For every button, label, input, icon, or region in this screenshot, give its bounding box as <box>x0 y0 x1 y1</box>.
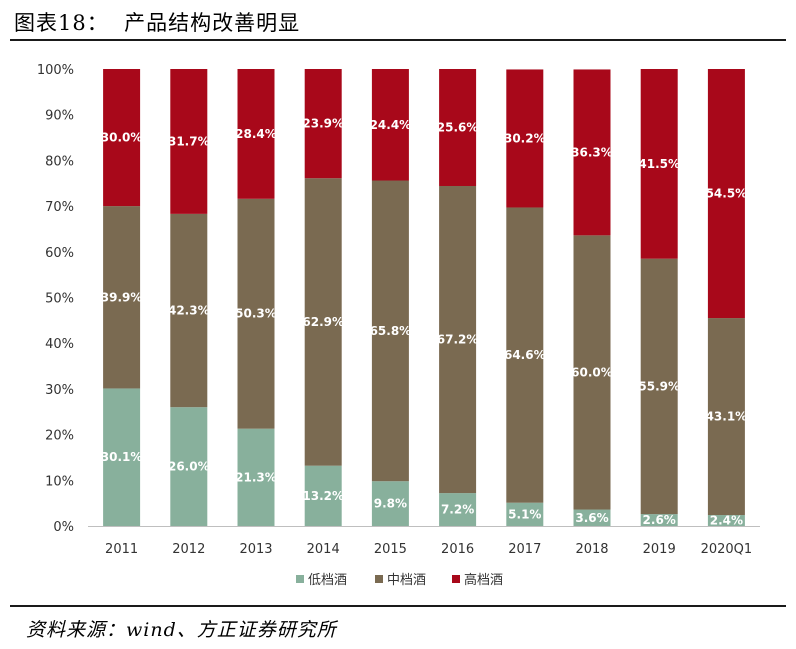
data-label: 42.3% <box>168 304 210 318</box>
y-tick-label: 40% <box>45 337 74 352</box>
data-label: 30.1% <box>101 450 143 464</box>
y-tick-label: 70% <box>45 200 74 215</box>
bar-segment <box>170 69 208 214</box>
legend-swatch <box>452 575 460 583</box>
x-tick-label: 2019 <box>643 542 676 557</box>
bar-segment <box>439 493 477 526</box>
bar-segment <box>237 69 275 199</box>
data-label: 43.1% <box>706 410 748 424</box>
legend-label: 低档酒 <box>308 573 347 588</box>
y-tick-label: 10% <box>45 474 74 489</box>
data-label: 55.9% <box>638 379 680 393</box>
data-label: 24.4% <box>370 118 412 132</box>
bar-segment <box>506 69 544 208</box>
y-tick-label: 80% <box>45 154 74 169</box>
bar-segment <box>707 318 745 516</box>
bar-segment <box>640 258 678 515</box>
data-label: 30.0% <box>101 131 143 145</box>
bar-segment <box>304 178 342 466</box>
data-label: 50.3% <box>235 307 277 321</box>
x-tick-label: 2013 <box>239 542 272 557</box>
y-tick-label: 50% <box>45 292 74 307</box>
y-tick-label: 0% <box>53 520 74 535</box>
x-tick-label: 2016 <box>441 542 474 557</box>
data-label: 62.9% <box>302 315 344 329</box>
legend-label: 中档酒 <box>387 573 426 588</box>
data-label: 5.1% <box>508 507 541 521</box>
bar-segment <box>707 69 745 319</box>
bar-segment <box>237 428 275 526</box>
y-tick-label: 100% <box>37 63 74 78</box>
x-tick-label: 2017 <box>508 542 541 557</box>
data-label: 28.4% <box>235 127 277 141</box>
x-tick-label: 2012 <box>172 542 205 557</box>
x-tick-label: 2014 <box>307 542 340 557</box>
bar-segment <box>371 69 409 181</box>
bar-segment <box>640 69 678 259</box>
data-label: 39.9% <box>101 290 143 304</box>
bars: 30.1% 39.9% 30.0% 26.0% 42.3% 31.7% 21.3% 50.3%… <box>101 69 747 528</box>
legend-swatch <box>296 575 304 583</box>
y-tick-label: 90% <box>45 109 74 124</box>
data-label: 31.7% <box>168 134 210 148</box>
legend: 低档酒 中档酒 高档酒 <box>296 572 503 588</box>
x-tick-label: 2011 <box>105 542 138 557</box>
data-label: 30.2% <box>504 131 546 145</box>
data-label: 2.4% <box>710 514 743 528</box>
bar-segment <box>573 235 611 510</box>
y-axis: 0% 10% 20% 30% 40% 50% 60% 70% 80% 90% 100% <box>37 63 74 535</box>
bar-segment <box>237 198 275 429</box>
data-label: 36.3% <box>571 145 613 159</box>
y-tick-label: 60% <box>45 246 74 261</box>
data-label: 67.2% <box>437 333 479 347</box>
data-label: 13.2% <box>302 489 344 503</box>
bar-segment <box>103 69 141 207</box>
data-label: 64.6% <box>504 348 546 362</box>
data-label: 21.3% <box>235 470 277 484</box>
bar-segment <box>707 515 745 526</box>
data-label: 7.2% <box>441 503 474 517</box>
top-rule <box>10 39 786 41</box>
bar-segment <box>170 407 208 526</box>
bar-segment <box>506 207 544 503</box>
source-note: 资料来源：wind、方正证券研究所 <box>26 619 337 641</box>
bar-segment <box>371 481 409 526</box>
data-label: 26.0% <box>168 460 210 474</box>
data-label: 2.6% <box>643 513 676 527</box>
bar-segment <box>304 465 342 526</box>
y-tick-label: 30% <box>45 383 74 398</box>
bar-segment <box>103 388 141 526</box>
x-axis: 2011 2012 2013 2014 2015 2016 2017 2018 2019 2020… <box>88 526 760 557</box>
x-tick-label: 2020Q1 <box>701 542 753 557</box>
bar-segment <box>506 502 544 526</box>
data-label: 25.6% <box>437 120 479 134</box>
bar-segment <box>640 514 678 526</box>
data-label: 54.5% <box>706 187 748 201</box>
bar-segment <box>439 69 477 186</box>
data-label: 23.9% <box>302 117 344 131</box>
bar-segment <box>573 509 611 526</box>
bar-segment <box>573 69 611 236</box>
bottom-rule <box>10 605 786 607</box>
legend-swatch <box>375 575 383 583</box>
figure-title: 图表18： 产品结构改善明显 <box>14 11 301 35</box>
bar-segment <box>170 213 208 408</box>
bar-segment <box>304 69 342 179</box>
x-tick-label: 2015 <box>374 542 407 557</box>
data-label: 60.0% <box>571 365 613 379</box>
bar-segment <box>371 180 409 482</box>
data-label: 3.6% <box>575 511 608 525</box>
stacked-bar-chart: 0%10%20%30%40%50%60%70%80%90%100% 30.1%3… <box>37 63 760 588</box>
data-label: 65.8% <box>370 324 412 338</box>
y-tick-label: 20% <box>45 429 74 444</box>
x-tick-label: 2018 <box>575 542 608 557</box>
data-label: 9.8% <box>374 497 407 511</box>
bar-segment <box>439 185 477 494</box>
legend-label: 高档酒 <box>464 572 503 588</box>
data-label: 41.5% <box>638 157 680 171</box>
bar-segment <box>103 206 141 389</box>
